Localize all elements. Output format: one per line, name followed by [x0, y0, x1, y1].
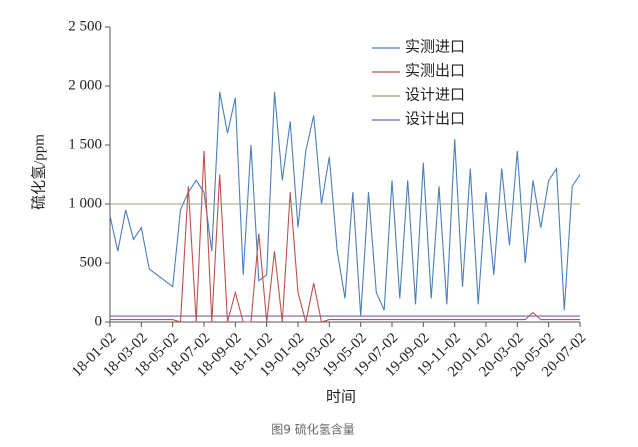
x-axis-label: 时间: [326, 388, 356, 405]
legend-label: 设计出口: [405, 110, 465, 127]
y-tick-label: 0: [95, 313, 103, 329]
y-tick-label: 2 500: [68, 18, 102, 34]
y-tick-label: 1 000: [68, 195, 102, 211]
y-axis-label: 硫化氢/ppm: [30, 134, 47, 210]
caption: 图9 硫化氢含量: [271, 422, 354, 437]
legend-label: 实测进口: [405, 38, 465, 55]
series-line: [110, 150, 580, 323]
legend-label: 设计进口: [405, 86, 465, 103]
legend-label: 实测出口: [405, 62, 465, 79]
y-tick-label: 1 500: [68, 136, 102, 152]
y-tick-label: 500: [80, 254, 103, 270]
y-tick-label: 2 000: [68, 77, 102, 93]
